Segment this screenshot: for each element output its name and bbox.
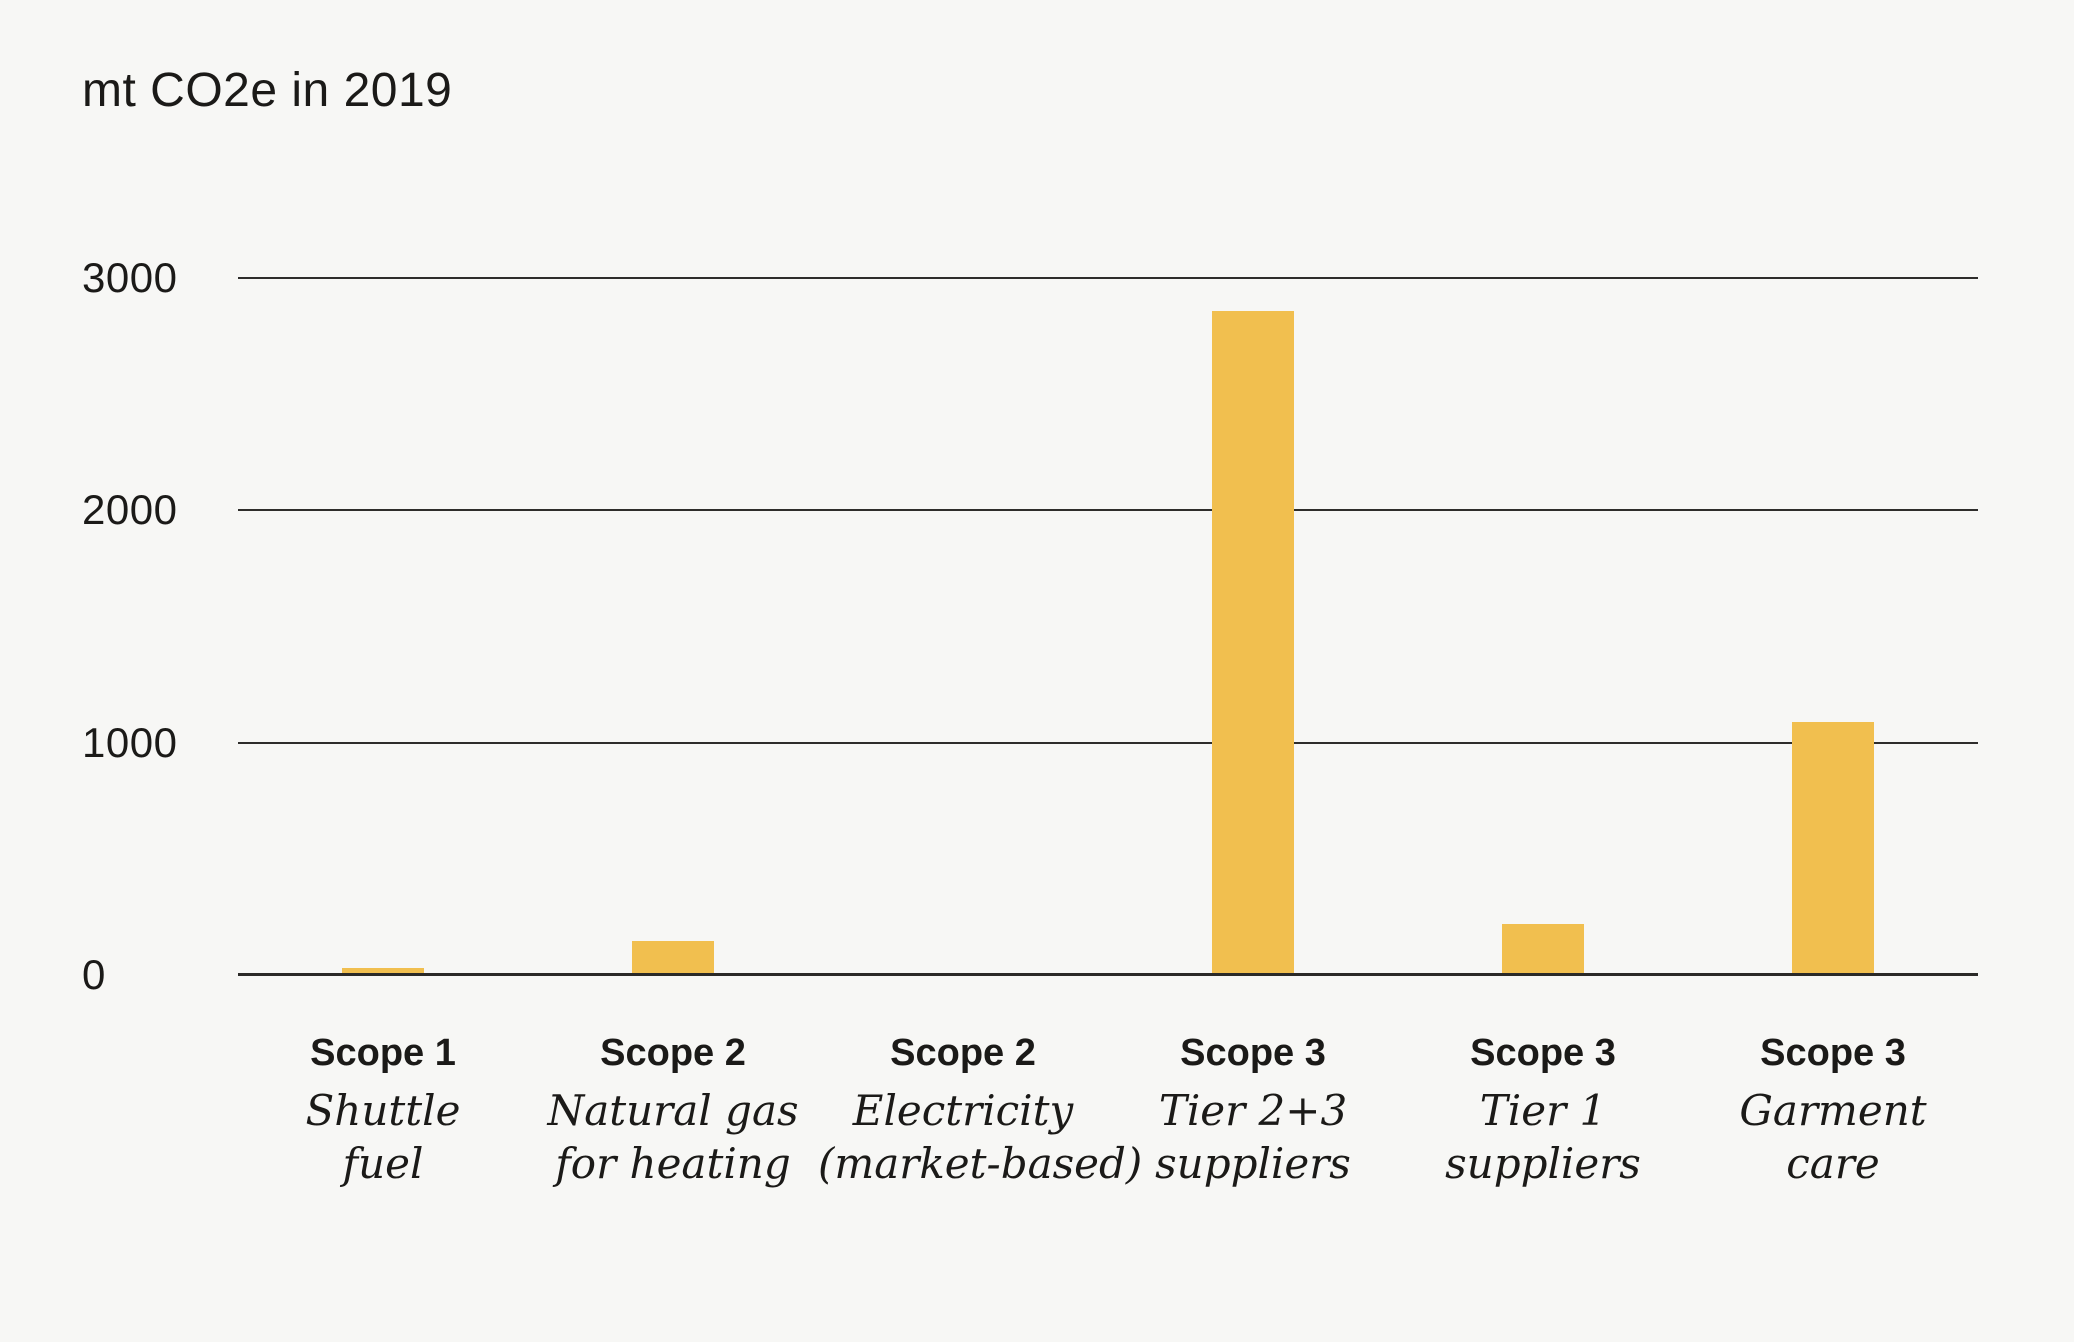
- bar-slot-1: [238, 278, 528, 975]
- category-sublabel-line: care: [1786, 1139, 1880, 1188]
- y-tick-label-3000: 3000: [82, 254, 178, 301]
- y-tick-label-2000: 2000: [82, 486, 178, 534]
- category-label-3: Scope 2 Electricity (market-based): [818, 1030, 1143, 1190]
- category-label-4: Scope 3 Tier 2+3 suppliers: [1108, 1030, 1398, 1190]
- category-sublabel-line: suppliers: [1155, 1139, 1351, 1188]
- bar-6: [1792, 721, 1874, 975]
- category-sublabel-line: for heating: [555, 1139, 791, 1188]
- chart-title: mt CO2e in 2019: [82, 64, 453, 117]
- bar-slot-4: [1108, 278, 1398, 975]
- bar-slot-3: [818, 278, 1108, 975]
- category-sublabel-line: Garment: [1739, 1086, 1927, 1135]
- bar-slot-6: [1688, 278, 1978, 975]
- gridline-3000: [238, 277, 1978, 279]
- category-scope-label: Scope 3: [1180, 1032, 1326, 1074]
- category-sublabel-line: Tier 1: [1479, 1086, 1607, 1135]
- category-label-6: Scope 3 Garment care: [1688, 1030, 1978, 1190]
- category-scope-label: Scope 2: [890, 1032, 1036, 1074]
- category-scope-label: Scope 2: [600, 1032, 746, 1074]
- gridline-2000: [238, 509, 1978, 512]
- x-axis-category-labels: Scope 1 Shuttle fuel Scope 2 Natural gas for …: [238, 1030, 1978, 1190]
- category-scope-label: Scope 3: [1470, 1032, 1616, 1074]
- category-scope-label: Scope 1: [310, 1032, 456, 1074]
- bar-slot-2: [528, 278, 818, 975]
- category-sublabel-line: Tier 2+3: [1158, 1086, 1348, 1135]
- category-label-5: Scope 3 Tier 1 suppliers: [1398, 1030, 1688, 1190]
- category-sublabel-line: fuel: [342, 1139, 424, 1188]
- category-label-2: Scope 2 Natural gas for heating: [528, 1030, 818, 1190]
- gridline-1000: [238, 741, 1978, 744]
- category-sublabel-line: Shuttle: [305, 1086, 461, 1135]
- bar-slot-5: [1398, 278, 1688, 975]
- category-label-1: Scope 1 Shuttle fuel: [238, 1030, 528, 1190]
- bars-row: [238, 278, 1978, 975]
- category-scope-label: Scope 3: [1760, 1032, 1906, 1074]
- y-tick-label-0: 0: [82, 951, 106, 998]
- bar-1: [342, 968, 424, 975]
- category-sublabel-line: Natural gas: [547, 1086, 799, 1135]
- bar-5: [1502, 923, 1584, 975]
- plot-area: [238, 277, 1978, 976]
- category-sublabel-line: suppliers: [1445, 1139, 1641, 1188]
- y-axis-tick-labels: 0 1000 2000 3000: [82, 257, 222, 996]
- bar-4: [1212, 310, 1294, 975]
- y-tick-label-1000: 1000: [82, 718, 178, 766]
- bar-2: [632, 941, 714, 975]
- category-sublabel-line: (market-based): [818, 1139, 1143, 1188]
- category-sublabel-line: Electricity: [852, 1086, 1074, 1135]
- x-axis-line: [238, 973, 1978, 976]
